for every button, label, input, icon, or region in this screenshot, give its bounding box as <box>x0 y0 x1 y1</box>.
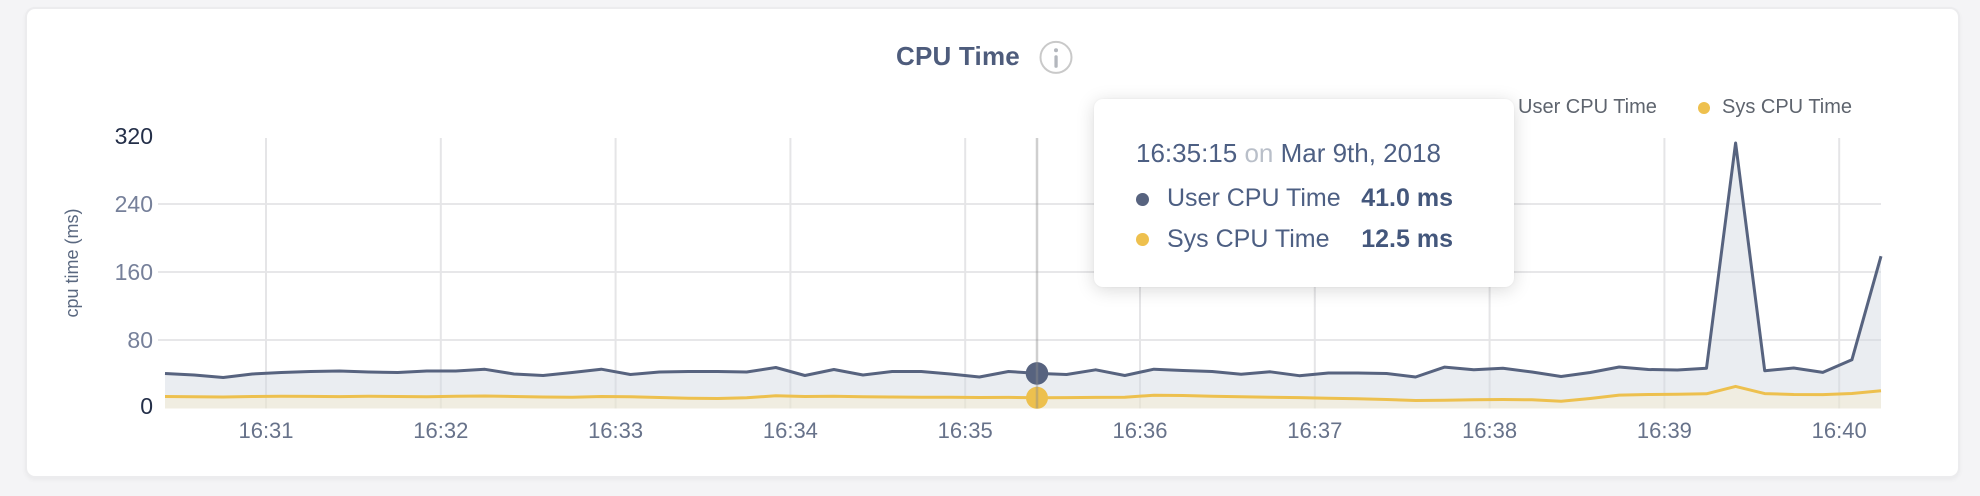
svg-text:16:33: 16:33 <box>588 418 643 443</box>
svg-text:16:36: 16:36 <box>1112 418 1167 443</box>
svg-text:16:31: 16:31 <box>238 418 293 443</box>
svg-text:16:39: 16:39 <box>1637 418 1692 443</box>
svg-text:16:32: 16:32 <box>413 418 468 443</box>
svg-text:16:34: 16:34 <box>763 418 818 443</box>
svg-text:cpu time (ms): cpu time (ms) <box>62 208 82 317</box>
svg-text:240: 240 <box>115 191 153 217</box>
svg-text:16:37: 16:37 <box>1287 418 1342 443</box>
svg-text:80: 80 <box>127 327 153 353</box>
svg-text:16:40: 16:40 <box>1812 418 1867 443</box>
svg-text:16:35: 16:35 <box>938 418 993 443</box>
svg-text:0: 0 <box>140 393 153 419</box>
svg-text:160: 160 <box>115 259 153 285</box>
svg-text:320: 320 <box>115 123 153 149</box>
svg-text:16:38: 16:38 <box>1462 418 1517 443</box>
